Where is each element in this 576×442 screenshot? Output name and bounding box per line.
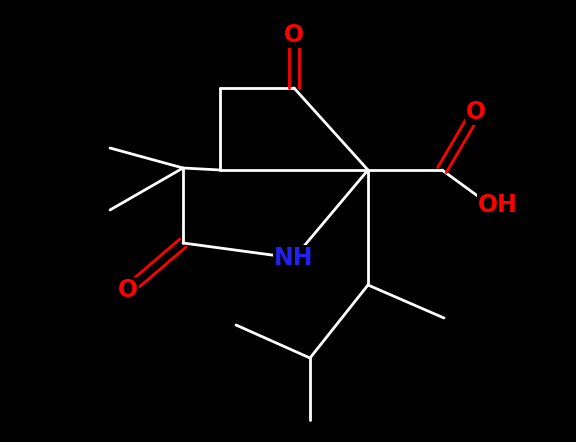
Text: O: O xyxy=(284,23,304,47)
Text: NH: NH xyxy=(274,246,314,270)
Text: O: O xyxy=(466,100,486,124)
Text: O: O xyxy=(118,278,138,302)
Text: OH: OH xyxy=(478,193,518,217)
